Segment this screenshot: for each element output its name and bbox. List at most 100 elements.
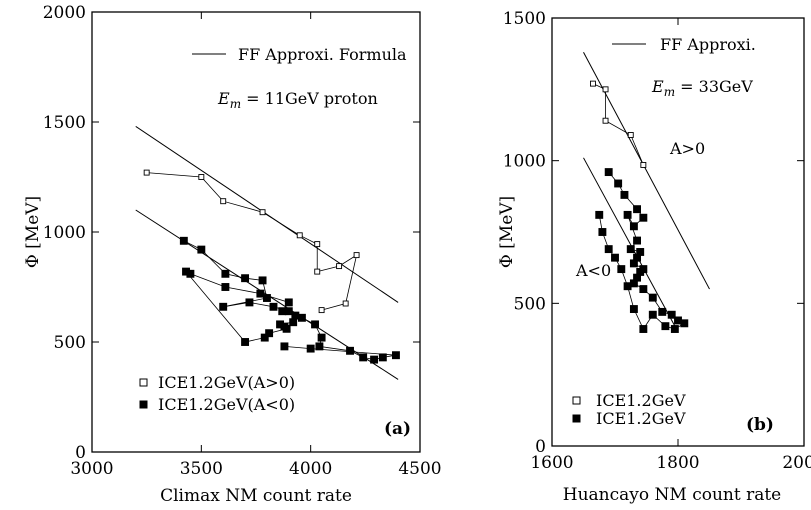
panel-a-filled-point — [245, 298, 254, 307]
panel-b-open-point — [602, 117, 609, 124]
panel-b-a-negative-label: A<0 — [575, 261, 611, 280]
panel-a-open-point — [220, 198, 227, 205]
panel-b-filled-point — [604, 168, 613, 177]
panel-a-filled-point — [346, 346, 354, 355]
panel-b-filled-point — [633, 236, 641, 245]
panel-a-energy-annotation: Em = 11GeV proton — [217, 89, 378, 111]
panel-a-filled-point — [306, 344, 315, 353]
panel-b-filled-point — [670, 325, 679, 333]
panel-a-open-point — [296, 232, 303, 239]
panel-b-filled-point — [633, 205, 641, 214]
panel-b-legend-line-label: FF Approxi. — [660, 35, 756, 54]
panel-a-legend-filled-label: ICE1.2GeV(A<0) — [158, 395, 295, 414]
panel-b-legend-open-marker — [572, 396, 581, 405]
panel-a-filled-point — [297, 313, 306, 322]
panel-a-xtick-label: 3500 — [180, 459, 223, 479]
panel-a-open-point — [318, 307, 325, 314]
panel-a-filled-point — [311, 320, 319, 329]
panel-a-filled-point — [378, 353, 387, 362]
panel-a-open-point — [314, 268, 321, 275]
panel-b-tag: (b) — [746, 415, 774, 435]
panel-b-ticks: 1600 1800 2000 0 500 1000 1500 — [503, 9, 811, 473]
panel-a-open-point — [198, 174, 205, 180]
panel-a-ytick-label: 500 — [54, 333, 86, 353]
panel-a-filled-point — [370, 355, 379, 364]
panel-b-filled-point — [623, 210, 632, 219]
panel-a-legend-line-label: FF Approxi. Formula — [238, 45, 407, 64]
panel-a-filled-point — [391, 351, 400, 360]
panel-a-filled-point — [221, 283, 230, 291]
panel-a-ticks: 3000 3500 4000 4500 0 500 1000 1500 2000 — [43, 3, 442, 479]
panel-b-filled-point — [648, 310, 657, 319]
panel-a-filled-point — [269, 302, 278, 311]
panel-b-ytick-label: 1000 — [503, 152, 546, 172]
panel-a-xtick-label: 3000 — [70, 459, 113, 479]
panel-a-fit-line — [135, 125, 399, 303]
panel-a-filled-point — [284, 298, 293, 307]
panel-a-ytick-label: 0 — [75, 443, 86, 463]
panel-b-filled-point — [667, 310, 676, 319]
panel-a-open-point — [314, 241, 321, 248]
panel-a-ylabel: Φ [MeV] — [23, 196, 43, 268]
panel-a-filled-point — [315, 342, 324, 351]
panel-b-legend-filled-marker — [572, 414, 581, 423]
panel-a-filled-point — [284, 307, 293, 316]
panel-a-xlabel: Climax NM count rate — [160, 486, 352, 506]
panel-b-xtick-label: 1800 — [656, 453, 699, 473]
panel-b-open-point — [590, 80, 596, 87]
panel-a-filled-point — [280, 342, 289, 351]
panel-a-filled-point — [265, 329, 274, 338]
panel-b-filled-point — [639, 325, 648, 333]
panel-a-series-line — [146, 172, 358, 311]
panel-a-filled-point — [260, 333, 269, 342]
panel-b: 1600 1800 2000 0 500 1000 1500 Φ [MeV] Huancay… — [497, 9, 811, 505]
panel-a-filled-point — [221, 269, 230, 278]
panel-a-ytick-label: 1500 — [43, 113, 86, 133]
panel-a-filled-point — [179, 236, 188, 245]
panel-a-filled-point — [186, 269, 195, 278]
panel-b-series — [590, 80, 689, 333]
panel-b-filled-point — [614, 179, 623, 188]
panel-b-open-point — [640, 161, 647, 168]
panel-a-filled-point — [291, 311, 300, 320]
panel-b-fit-line — [583, 157, 679, 333]
panel-b-filled-point — [629, 305, 638, 313]
panel-a-open-point — [259, 209, 266, 216]
panel-b-filled-point — [604, 245, 613, 254]
panel-a-filled-point — [262, 294, 271, 302]
panel-b-filled-point — [680, 319, 689, 328]
panel-b-filled-point — [626, 245, 635, 254]
panel-a-xtick-label: 4500 — [398, 459, 441, 479]
panel-a-ytick-label: 2000 — [43, 3, 86, 23]
panel-a-filled-point — [256, 289, 265, 298]
panel-a-filled-point — [289, 318, 298, 327]
panel-b-open-point — [602, 86, 609, 93]
panel-b-open-point — [627, 132, 634, 138]
panel-b-filled-point — [658, 307, 667, 316]
panel-a-legend-filled-marker — [139, 400, 148, 409]
panel-a-ytick-label: 1000 — [43, 223, 86, 243]
panel-b-filled-point — [620, 190, 629, 199]
panel-a-tag: (a) — [384, 419, 411, 439]
panel-a-series — [143, 169, 400, 364]
panel-b-filled-point — [623, 282, 632, 291]
panel-a-open-point — [143, 169, 150, 176]
panel-a-xtick-label: 4000 — [289, 459, 332, 479]
panel-a-open-point — [342, 300, 349, 307]
panel-a-filled-point — [359, 353, 368, 362]
panel-b-filled-point — [611, 253, 619, 262]
panel-b-xlabel: Huancayo NM count rate — [563, 485, 782, 505]
panel-b-filled-point — [639, 285, 648, 294]
panel-b-filled-point — [617, 265, 626, 274]
panel-b-xtick-label: 2000 — [782, 453, 811, 473]
panel-b-filled-point — [661, 322, 670, 331]
panel-b-filled-point — [648, 293, 657, 302]
panel-b-filled-point — [598, 228, 607, 236]
panel-a-filled-point — [241, 274, 250, 283]
panel-a-filled-point — [241, 338, 250, 346]
panel-b-filled-point — [629, 259, 638, 268]
panel-a-open-point — [353, 252, 360, 259]
panel-b-ytick-label: 0 — [535, 437, 546, 457]
panel-b-xtick-label: 1600 — [530, 453, 573, 473]
